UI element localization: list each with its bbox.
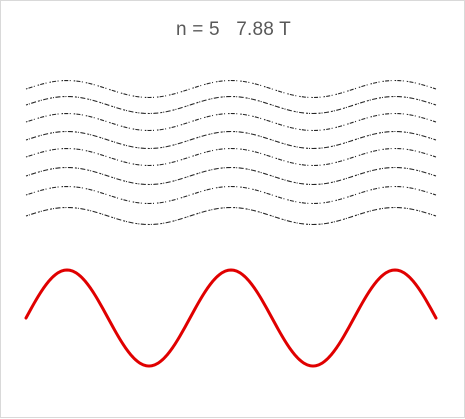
stacked-trace-line-2 <box>25 95 437 115</box>
stacked-trace-line-7 <box>25 185 437 205</box>
stacked-trace-line-1 <box>25 79 437 99</box>
stacked-trace-line-6 <box>25 166 437 186</box>
stacked-trace-line-5 <box>25 147 437 167</box>
reference-sine-line <box>24 268 438 368</box>
stacked-trace-line-8 <box>25 206 437 226</box>
stacked-trace-line-3 <box>25 112 437 132</box>
stacked-trace-line-4 <box>25 130 437 150</box>
chart-title: n = 5 7.88 T <box>176 19 291 40</box>
